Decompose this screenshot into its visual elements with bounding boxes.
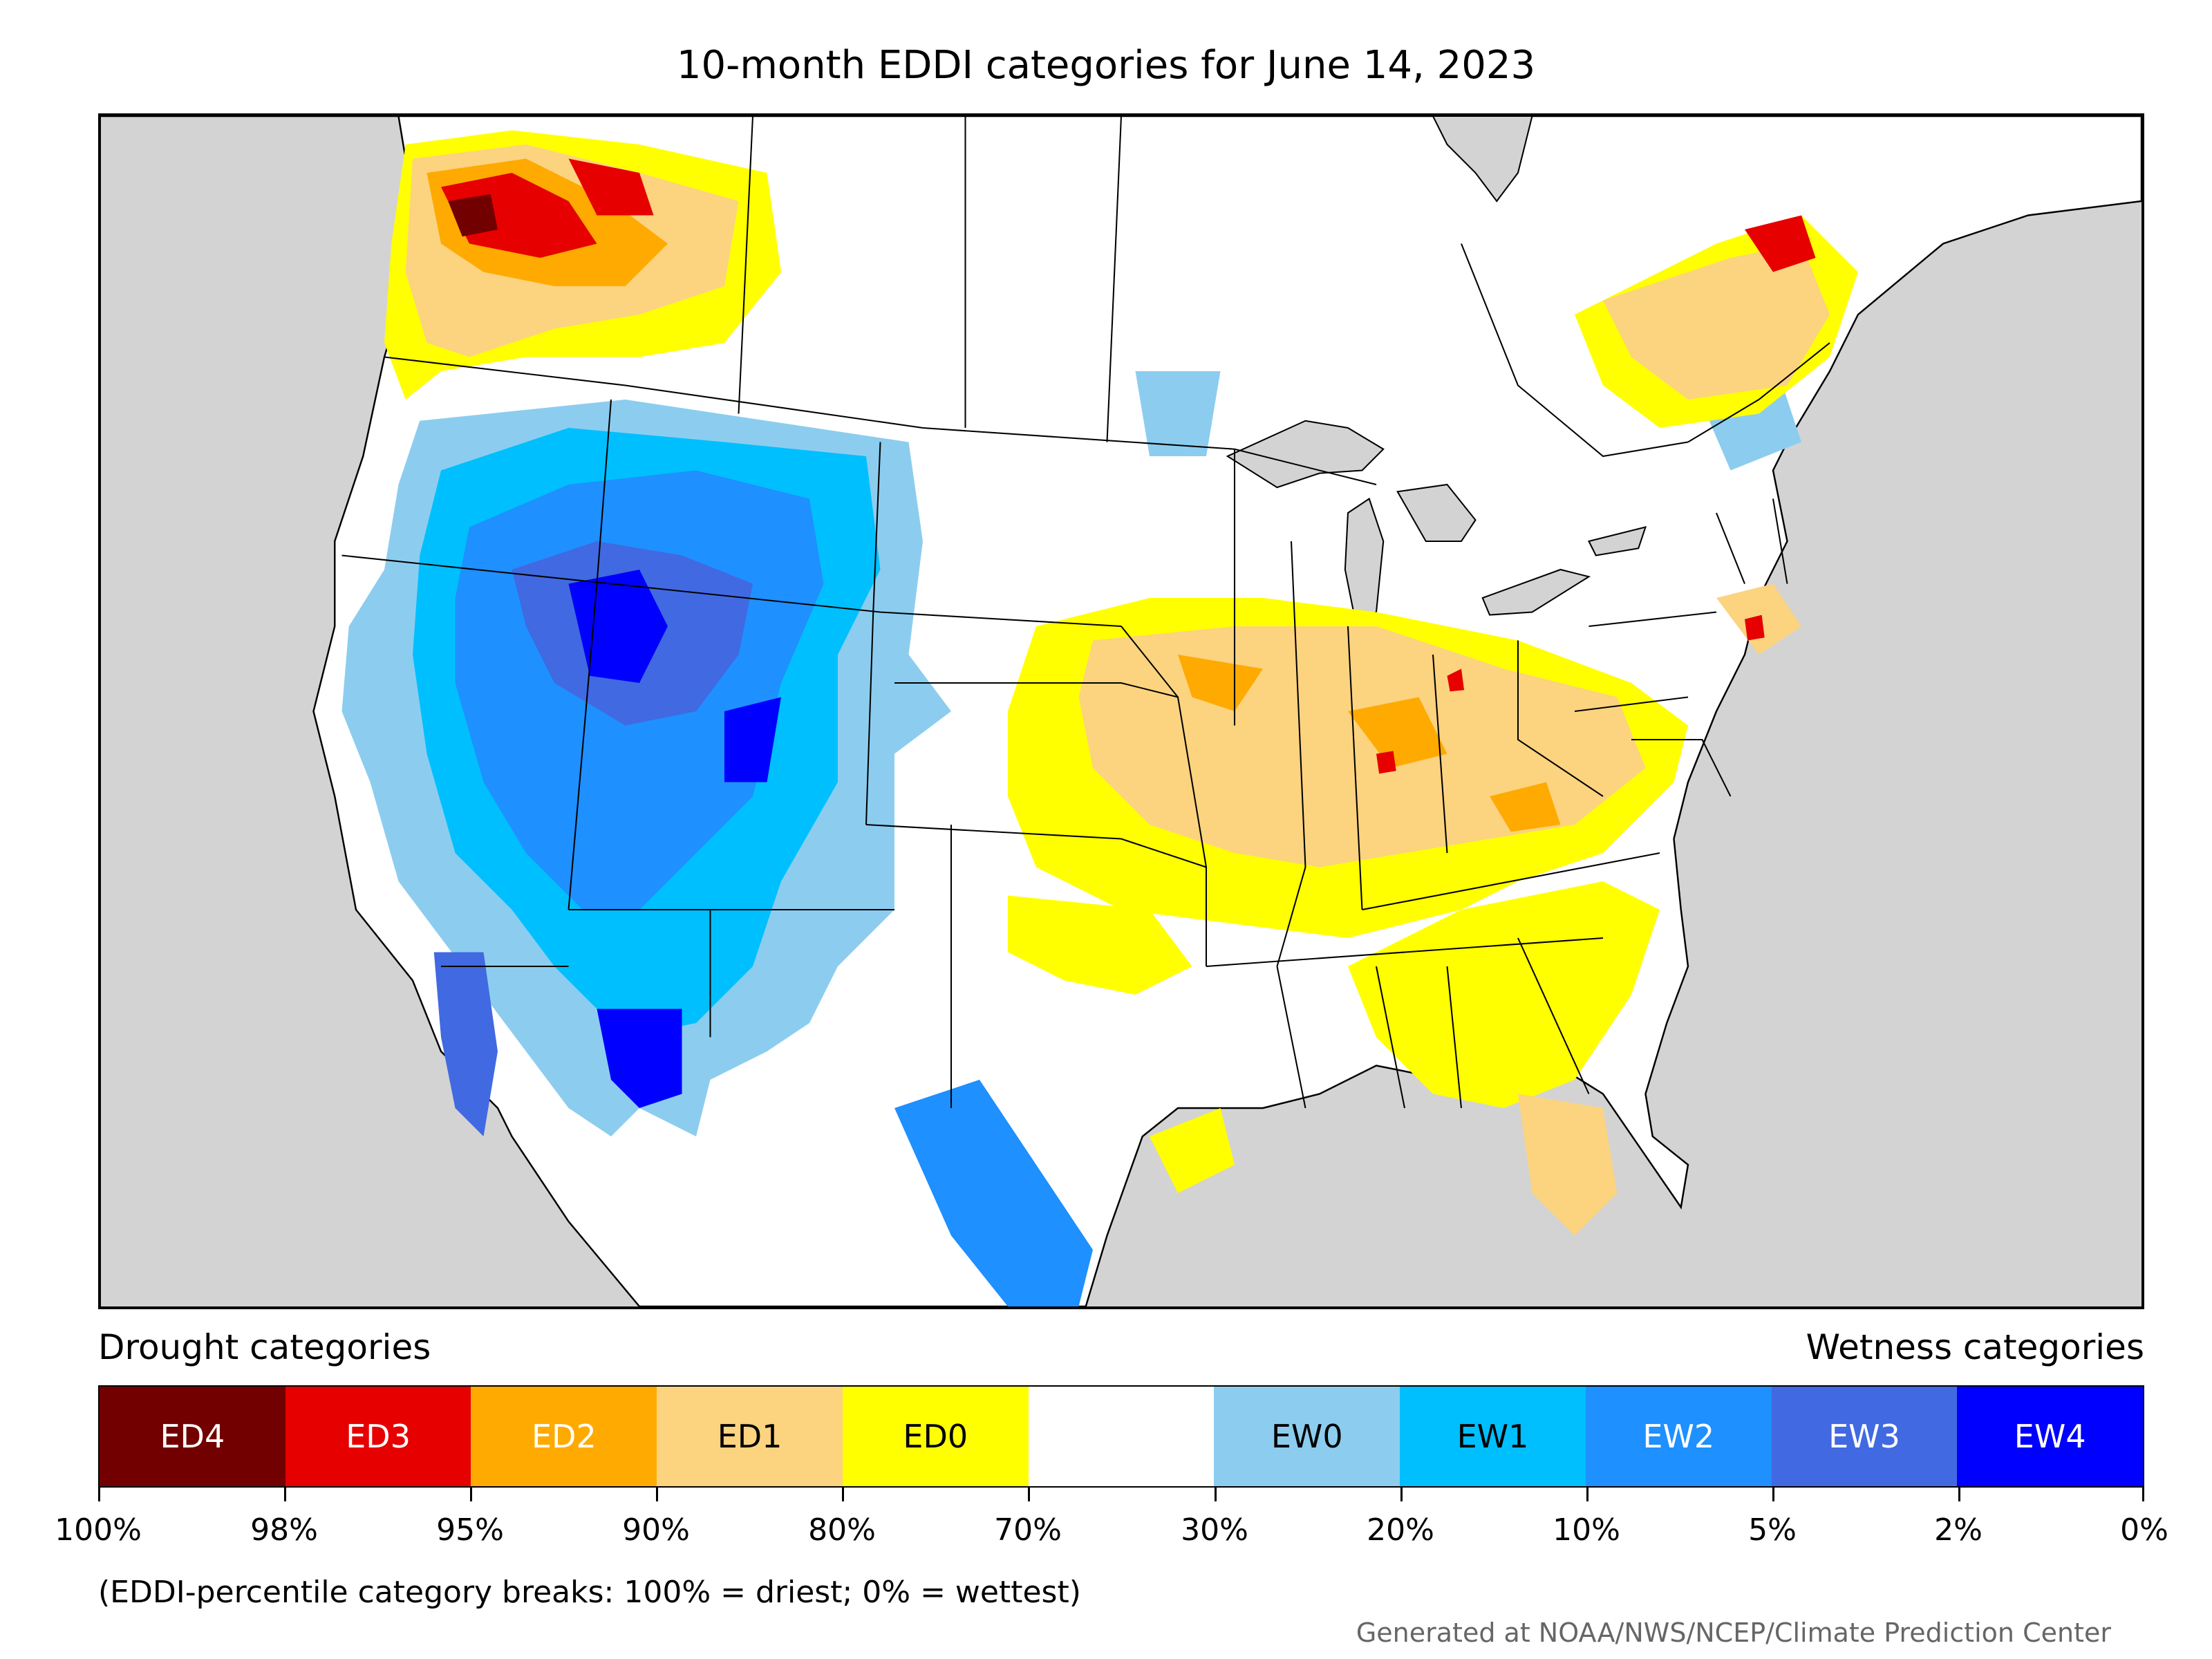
eddi-map	[98, 113, 2144, 1309]
colorbar-tick	[1772, 1488, 1774, 1501]
colorbar-segment-ew1: EW1	[1400, 1387, 1586, 1486]
colorbar-segment-neutral	[1028, 1387, 1215, 1486]
colorbar-tick-label: 100%	[55, 1512, 142, 1548]
colorbar-segment-ew4: EW4	[1957, 1387, 2144, 1486]
colorbar-tick	[470, 1488, 472, 1501]
colorbar-tick-label: 30%	[1181, 1512, 1248, 1548]
colorbar-segment-ed4: ED4	[100, 1387, 285, 1486]
colorbar-segment-ed3: ED3	[285, 1387, 471, 1486]
colorbar-tick	[656, 1488, 658, 1501]
colorbar-tick-label: 10%	[1553, 1512, 1620, 1548]
colorbar-ticks	[98, 1488, 2144, 1501]
hudson-area	[1432, 116, 1533, 203]
colorbar-segment-ew3: EW3	[1771, 1387, 1958, 1486]
colorbar-tick-label: 0%	[2120, 1512, 2168, 1548]
colorbar-tick-label: 70%	[994, 1512, 1062, 1548]
colorbar-segment-ed0: ED0	[842, 1387, 1029, 1486]
map-title: 10-month EDDI categories for June 14, 20…	[676, 43, 1536, 88]
colorbar-segment-ed1: ED1	[657, 1387, 843, 1486]
colorbar-segment-ew0: EW0	[1214, 1387, 1400, 1486]
category-note: (EDDI-percentile category breaks: 100% =…	[98, 1575, 1081, 1610]
colorbar-tick	[842, 1488, 844, 1501]
colorbar-tick-label: 98%	[250, 1512, 318, 1548]
colorbar-tick	[284, 1488, 286, 1501]
colorbar-tick	[1958, 1488, 1960, 1501]
colorbar-segment-ed2: ED2	[471, 1387, 657, 1486]
colorbar-tick	[98, 1488, 100, 1501]
colorbar-tick-label: 95%	[436, 1512, 504, 1548]
drought-heading: Drought categories	[98, 1327, 431, 1367]
colorbar-tick-label: 5%	[1748, 1512, 1797, 1548]
colorbar-tick	[1215, 1488, 1217, 1501]
colorbar-tick-label: 2%	[1934, 1512, 1983, 1548]
wetness-heading: Wetness categories	[1806, 1327, 2144, 1367]
colorbar-tick-label: 20%	[1367, 1512, 1434, 1548]
colorbar-tick	[2142, 1488, 2144, 1501]
boundaries	[341, 116, 1830, 1109]
colorbar-tick-label: 90%	[622, 1512, 690, 1548]
colorbar: ED4 ED3 ED2 ED1 ED0 EW0 EW1 EW2 EW3 EW4	[98, 1385, 2144, 1488]
colorbar-tick-labels: 100% 98% 95% 90% 80% 70% 30% 20% 10% 5% 2% 0%	[55, 1512, 2168, 1554]
credit-line: Generated at NOAA/NWS/NCEP/Climate Predi…	[1356, 1618, 2111, 1648]
colorbar-tick	[1586, 1488, 1588, 1501]
colorbar-tick	[1400, 1488, 1403, 1501]
dry-northwest	[384, 130, 781, 400]
colorbar-tick-label: 80%	[808, 1512, 876, 1548]
colorbar-segment-ew2: EW2	[1585, 1387, 1772, 1486]
colorbar-tick	[1028, 1488, 1030, 1501]
